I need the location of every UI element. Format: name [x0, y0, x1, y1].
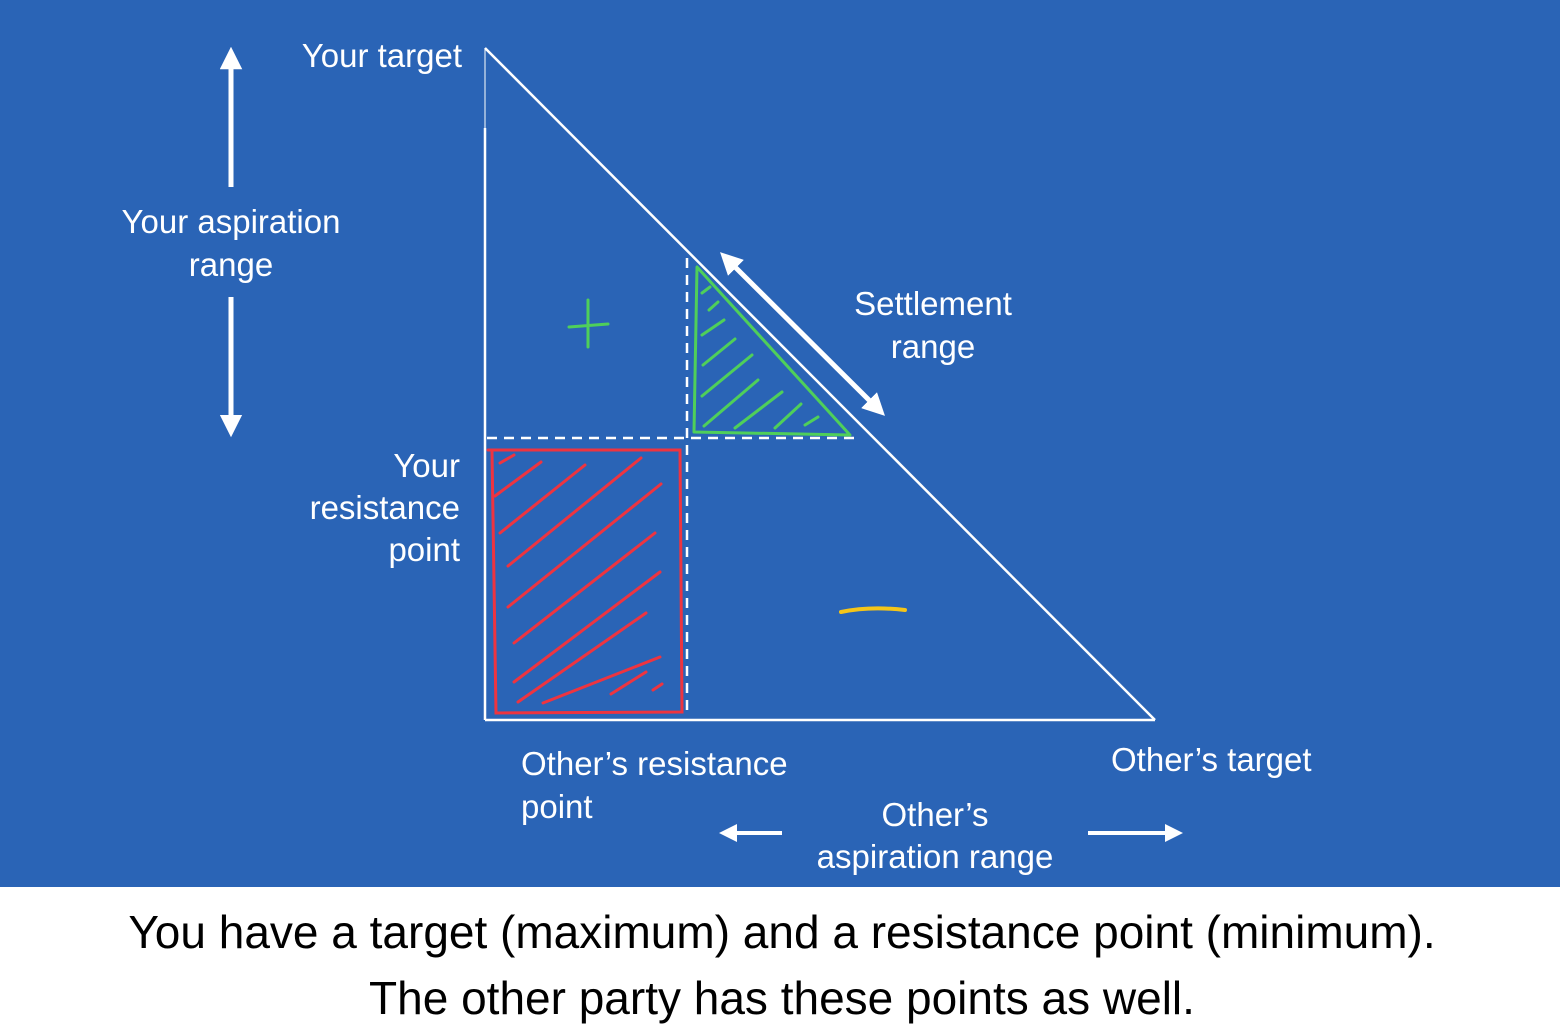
others-aspiration-label-line1: Other’s	[882, 796, 989, 833]
caption-line1: You have a target (maximum) and a resist…	[128, 906, 1435, 958]
others-aspiration-label-line2: aspiration range	[817, 838, 1054, 875]
settlement-range-label-line1: Settlement	[854, 285, 1012, 322]
no-deal-zone	[486, 448, 684, 715]
others-resistance-label-line2: point	[521, 788, 593, 825]
your-aspiration-range-label-line2: range	[189, 246, 273, 283]
caption-line2: The other party has these points as well…	[369, 972, 1195, 1024]
diagram-background	[0, 0, 1560, 887]
settlement-range-label-line2: range	[891, 328, 975, 365]
your-target-label: Your target	[302, 37, 462, 74]
your-resistance-label-line3: point	[388, 531, 460, 568]
settlement-range-arrow-icon	[720, 252, 885, 416]
others-resistance-label-line1: Other’s resistance	[521, 745, 788, 782]
your-resistance-label-line2: resistance	[310, 489, 460, 526]
your-resistance-label-line1: Your	[393, 447, 460, 484]
minus-sign-icon	[839, 606, 907, 614]
plus-sign-icon	[567, 298, 610, 349]
your-aspiration-range-label-line1: Your aspiration	[122, 203, 341, 240]
others-target-label: Other’s target	[1111, 741, 1312, 778]
caption-background	[0, 887, 1560, 1032]
